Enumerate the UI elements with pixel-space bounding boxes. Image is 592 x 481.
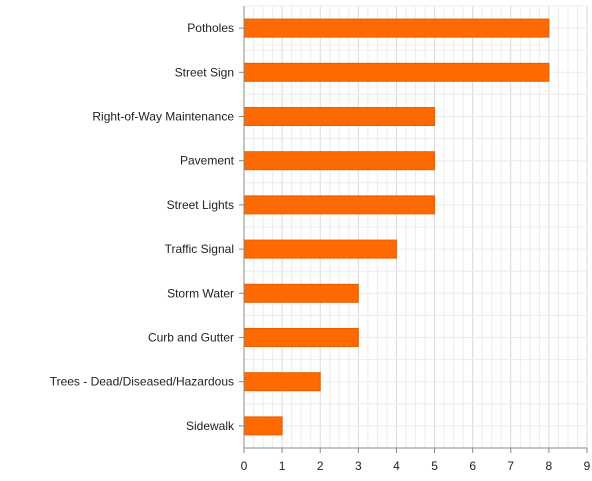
x-tick-label: 4 [393, 459, 400, 473]
x-tick-label: 9 [584, 459, 591, 473]
category-label: Potholes [187, 21, 234, 35]
bar-street-lights [243, 195, 436, 215]
x-tick-label: 5 [431, 459, 438, 473]
x-tick-label: 0 [241, 459, 248, 473]
category-label: Trees - Dead/Diseased/Hazardous [50, 375, 234, 389]
bars [243, 18, 550, 436]
category-label: Street Lights [167, 198, 234, 212]
axes [243, 6, 587, 449]
bar-right-of-way-maintenance [243, 107, 436, 126]
x-tick-label: 1 [279, 459, 286, 473]
category-label: Sidewalk [186, 419, 235, 433]
bar-traffic-signal [243, 239, 397, 259]
x-tick-label: 2 [317, 459, 324, 473]
category-label: Storm Water [167, 286, 234, 300]
category-label: Right-of-Way Maintenance [92, 110, 234, 124]
bar-sidewalk [243, 416, 283, 436]
x-tick-labels: 0 1 2 3 4 5 6 7 8 9 [241, 448, 591, 473]
bar-trees-dead-diseased-hazardous [243, 372, 321, 392]
category-label: Street Sign [175, 65, 234, 79]
x-tick-label: 6 [469, 459, 476, 473]
category-label: Curb and Gutter [148, 331, 234, 345]
bar-potholes [243, 18, 550, 38]
x-tick-label: 8 [546, 459, 553, 473]
bar-storm-water [243, 283, 359, 303]
x-tick-label: 7 [507, 459, 514, 473]
bar-street-sign [243, 62, 550, 82]
category-label: Pavement [180, 154, 235, 168]
x-tick-label: 3 [355, 459, 362, 473]
bar-pavement [243, 151, 436, 171]
category-labels: Potholes Street Sign Right-of-Way Maintena… [50, 21, 244, 433]
bar-curb-and-gutter [243, 328, 359, 347]
category-label: Traffic Signal [165, 242, 234, 256]
